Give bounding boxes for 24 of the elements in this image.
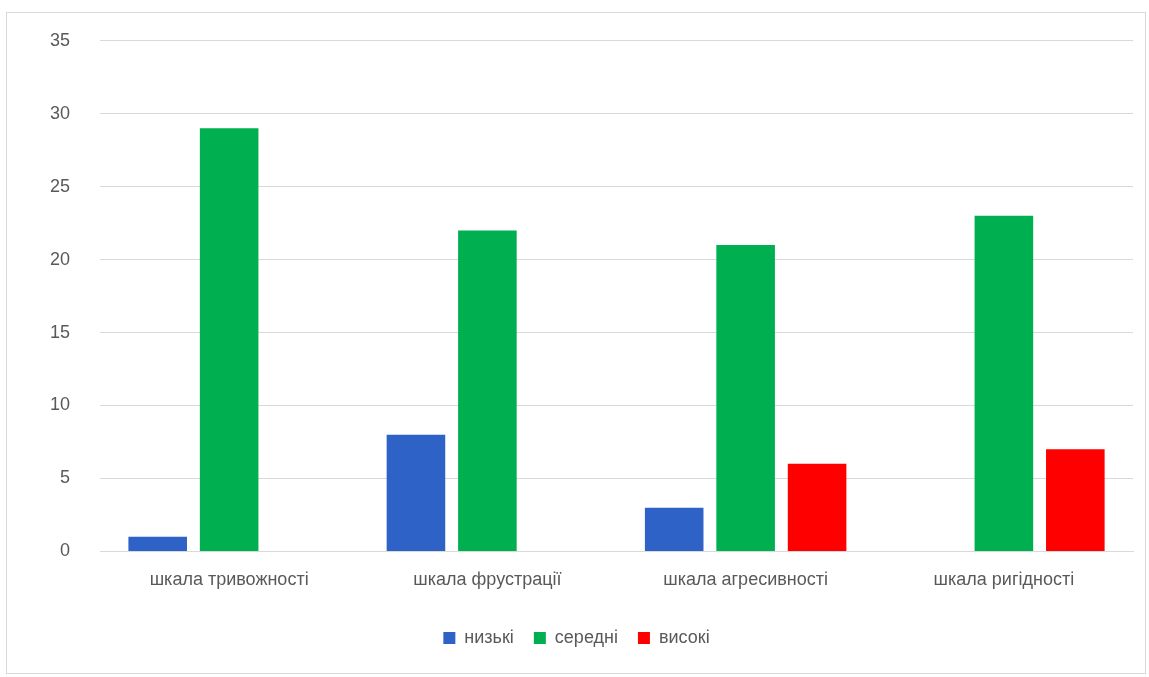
y-tick-label: 5 bbox=[60, 467, 71, 488]
legend-label: середні bbox=[554, 626, 618, 647]
x-tick-label: шкала агресивності bbox=[663, 569, 828, 590]
bar bbox=[199, 128, 259, 551]
y-tick-label: 10 bbox=[49, 394, 71, 415]
bar bbox=[974, 215, 1034, 551]
y-tick-label: 35 bbox=[49, 29, 71, 50]
bar bbox=[644, 507, 704, 551]
bar bbox=[1046, 449, 1105, 551]
y-tick-label: 15 bbox=[49, 321, 71, 342]
bar bbox=[458, 230, 517, 551]
y-tick-label: 0 bbox=[60, 540, 71, 561]
x-tick-label: шкала ригідності bbox=[933, 569, 1075, 590]
y-tick-label: 20 bbox=[49, 248, 71, 269]
bar bbox=[386, 434, 446, 551]
legend-label: низькі bbox=[464, 626, 514, 647]
y-tick-label: 30 bbox=[49, 102, 71, 123]
x-tick-label: шкала фрустрації bbox=[413, 569, 562, 590]
bar bbox=[787, 463, 847, 551]
bar bbox=[128, 536, 187, 551]
bar bbox=[716, 245, 775, 551]
x-tick-label: шкала тривожності bbox=[149, 569, 309, 590]
y-tick-label: 25 bbox=[49, 175, 71, 196]
legend-label: високі bbox=[658, 626, 710, 647]
